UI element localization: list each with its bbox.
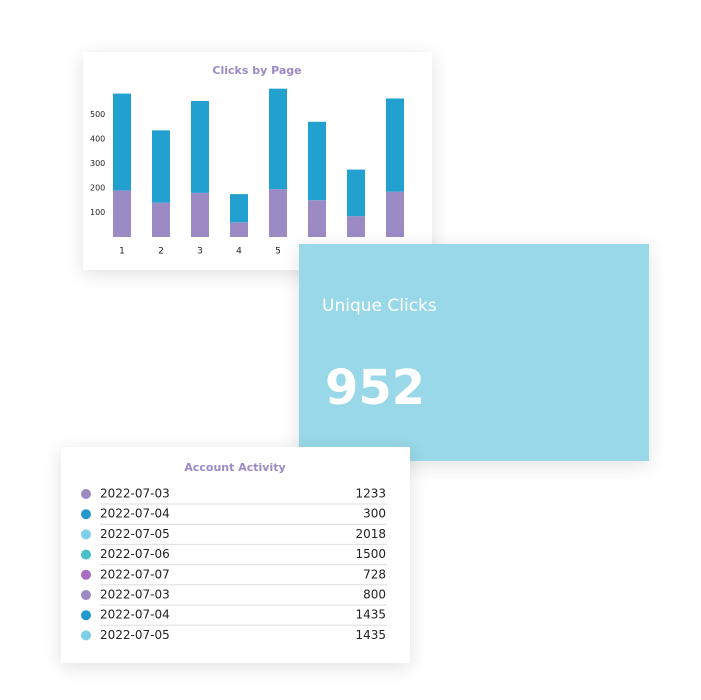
bar-segment (113, 93, 131, 191)
row-value: 1435 (355, 608, 386, 622)
y-tick-label: 300 (90, 159, 105, 168)
bar-segment (308, 200, 326, 237)
row-value: 2018 (355, 527, 386, 541)
x-tick-label: 5 (275, 247, 281, 257)
x-tick-label: 1 (119, 247, 125, 257)
bar-segment (113, 190, 131, 237)
bar-segment (152, 130, 170, 203)
bar-segment (269, 189, 287, 237)
row-date: 2022-07-04 (100, 608, 170, 622)
x-tick-label: 4 (236, 247, 242, 257)
row-value: 800 (363, 588, 386, 602)
stat-label: Unique Clicks (322, 296, 437, 316)
bar-segment (386, 98, 404, 192)
bar-segment (386, 191, 404, 237)
stat-card: Unique Clicks 952 (299, 244, 649, 461)
row-date: 2022-07-06 (100, 547, 170, 561)
y-tick-label: 200 (90, 183, 105, 192)
row-date: 2022-07-04 (100, 507, 170, 521)
activity-list: Account Activity 2022-07-03 1233 2022-07-0… (81, 461, 387, 642)
row-value: 1435 (355, 628, 386, 642)
bar-segment (230, 222, 248, 237)
row-date: 2022-07-05 (100, 527, 170, 541)
status-dot (81, 529, 91, 540)
row-value: 300 (363, 507, 386, 521)
status-dot (81, 610, 91, 621)
bar-segment (191, 100, 209, 193)
bar-segment (230, 194, 248, 223)
status-dot (81, 489, 91, 499)
bar-segment (269, 88, 287, 190)
bar-segment (347, 169, 365, 217)
activity-title: Account Activity (184, 461, 285, 474)
y-tick-label: 100 (90, 208, 105, 217)
row-value: 1233 (355, 487, 386, 501)
y-tick-label: 500 (90, 110, 105, 119)
stat-value: 952 (325, 360, 426, 416)
status-dot (81, 549, 91, 560)
chart: Clicks by Page 100 200 300 400 500 1 2 3 4 5 (90, 64, 404, 257)
bar-segment (152, 202, 170, 237)
row-date: 2022-07-07 (100, 567, 170, 581)
bar-segment (347, 216, 365, 237)
x-tick-label: 2 (158, 247, 164, 257)
row-date: 2022-07-03 (100, 487, 170, 501)
x-tick-label: 3 (197, 247, 203, 257)
chart-title: Clicks by Page (212, 64, 301, 77)
row-date: 2022-07-05 (100, 628, 170, 642)
row-value: 1500 (355, 547, 386, 561)
status-dot (81, 509, 91, 520)
status-dot (81, 569, 91, 580)
chart-card: Clicks by Page 100 200 300 400 500 1 2 3 4 5 (83, 52, 432, 270)
row-value: 728 (363, 567, 386, 581)
row-date: 2022-07-03 (100, 588, 170, 602)
status-dot (81, 590, 91, 600)
bar-segment (308, 121, 326, 201)
y-tick-label: 400 (90, 134, 105, 143)
activity-card: Account Activity 2022-07-03 1233 2022-07-0… (61, 447, 410, 663)
status-dot (81, 630, 91, 641)
bar-segment (191, 192, 209, 237)
